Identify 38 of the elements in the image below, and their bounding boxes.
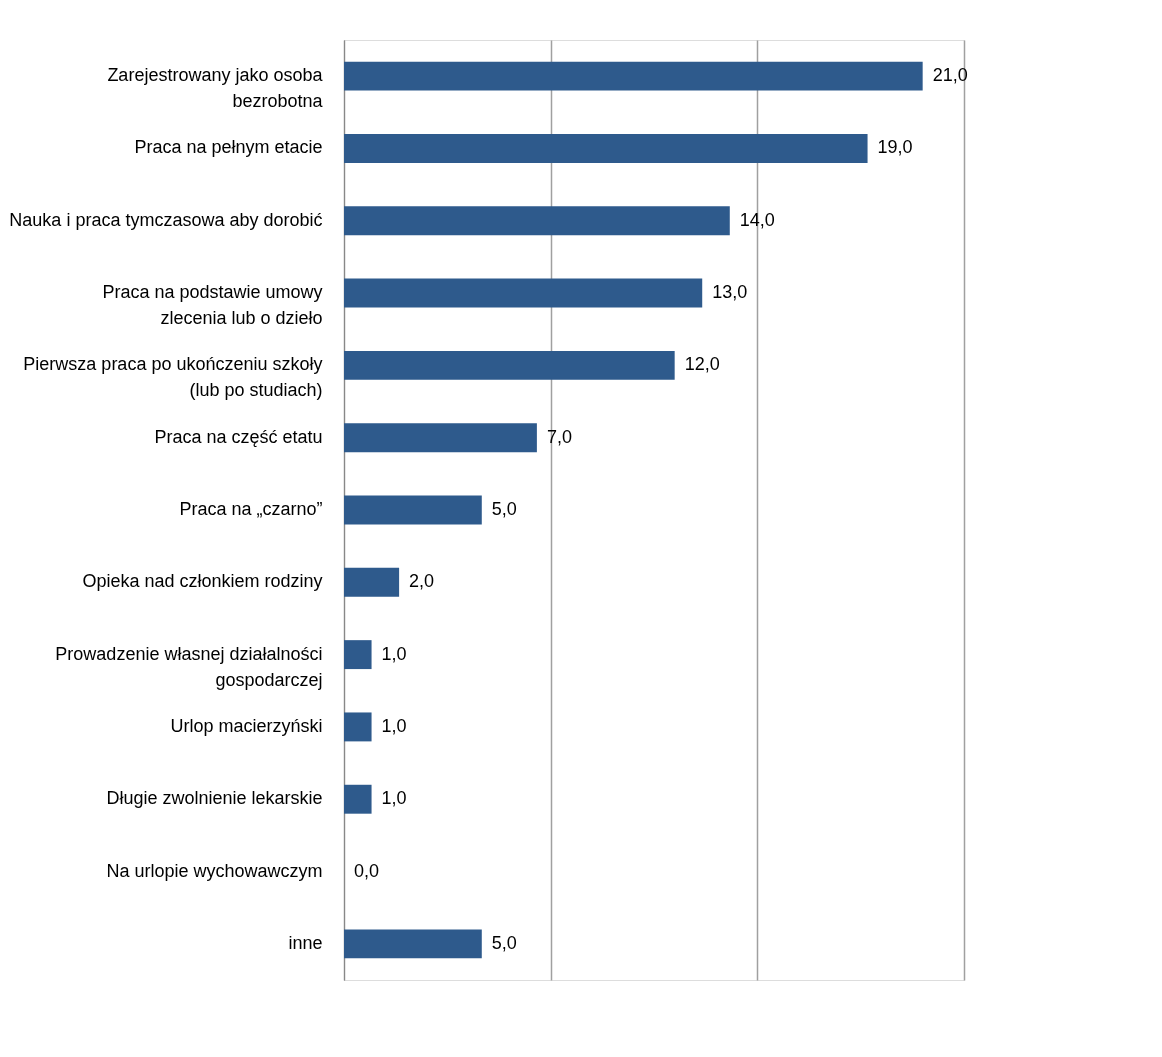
data-label: 12,0 <box>684 354 720 375</box>
y-tick-label: Prowadzenie własnej działalności gospodarczej <box>55 643 323 690</box>
y-tick-label: Nauka i praca tymczasowa aby dorobić <box>9 209 323 230</box>
bar <box>344 134 868 163</box>
y-tick-label: Urlop macierzyński <box>170 715 323 736</box>
bar <box>344 929 482 959</box>
y-tick-label: Praca na część etatu <box>154 426 323 447</box>
y-tick-label: Na urlopie wychowawczym <box>106 860 323 881</box>
y-tick-label: Długie zwolnienie lekarskie <box>106 788 323 809</box>
data-label: 1,0 <box>381 788 407 809</box>
bar <box>344 640 372 670</box>
bar <box>344 567 400 597</box>
bar <box>344 712 372 742</box>
data-label: 2,0 <box>409 571 435 592</box>
data-label: 1,0 <box>381 643 407 664</box>
y-tick-label: Pierwsza praca po ukończeniu szkoły (lub po studiach) <box>23 354 323 401</box>
data-label: 5,0 <box>491 932 517 953</box>
y-tick-label: Praca na „czarno” <box>179 499 323 519</box>
bar <box>344 784 372 814</box>
data-label: 21,0 <box>932 65 968 86</box>
data-label: 14,0 <box>739 209 775 230</box>
data-label: 19,0 <box>877 137 913 158</box>
y-tick-label: Praca na podstawie umowy zlecenia lub o dzieło <box>102 282 323 329</box>
data-label: 13,0 <box>712 282 748 303</box>
data-label: 5,0 <box>491 499 517 519</box>
bar <box>344 278 703 308</box>
bar <box>344 350 675 380</box>
y-tick-label: Zarejestrowany jako osoba bezrobotna <box>107 65 324 112</box>
y-tick-label: Opieka nad członkiem rodziny <box>82 571 323 592</box>
y-tick-label: inne <box>288 932 323 953</box>
y-tick-label: Praca na pełnym etacie <box>134 137 323 158</box>
bar <box>344 61 923 91</box>
bar <box>344 206 730 236</box>
data-label: 1,0 <box>381 715 407 736</box>
data-label: 0,0 <box>354 860 380 881</box>
bar <box>344 495 482 525</box>
bar <box>344 423 537 453</box>
data-label: 7,0 <box>546 426 572 447</box>
